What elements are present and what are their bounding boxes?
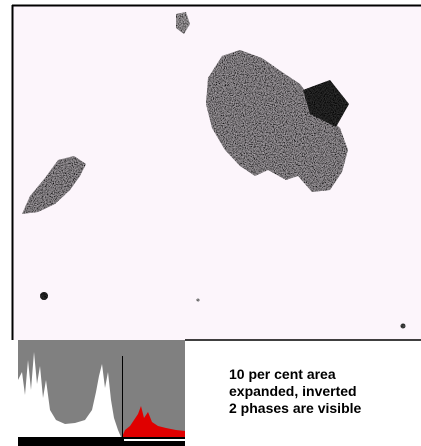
particle: [197, 299, 200, 302]
caption-line: expanded, inverted: [229, 383, 419, 400]
particle: [401, 324, 406, 329]
histogram: [18, 340, 185, 446]
caption-line: 10 per cent area: [229, 366, 419, 383]
particle: [40, 292, 48, 300]
histogram-scale: [124, 439, 185, 441]
histogram-baseline: [18, 437, 185, 446]
caption-line: 2 phases are visible: [229, 400, 419, 417]
page: {"caption": {"lines": ["10 per cent area…: [0, 0, 421, 446]
